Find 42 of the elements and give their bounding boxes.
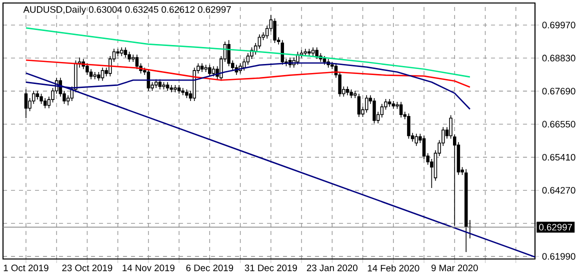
candlestick [128, 51, 131, 62]
candlestick [246, 52, 250, 66]
line-series [25, 27, 471, 78]
candlestick [273, 18, 276, 44]
y-tick-label: 0.67690 [542, 88, 576, 94]
candlestick [24, 89, 28, 118]
candlestick [414, 133, 418, 146]
x-tick-label: 1 Oct 2019 [4, 264, 48, 272]
candlestick [407, 113, 410, 140]
y-tick-label: 0.65410 [542, 154, 576, 161]
x-tick-label: 14 Nov 2019 [122, 264, 174, 272]
candlestick [43, 98, 47, 109]
candlestick [357, 93, 361, 118]
candlestick [258, 34, 262, 50]
candlestick [227, 40, 230, 67]
y-tick-label: 0.69970 [542, 22, 576, 28]
candlestick [124, 46, 128, 58]
candlestick [364, 94, 368, 113]
x-tick-label: 23 Oct 2019 [62, 264, 112, 272]
y-tick-label: 0.66550 [542, 120, 576, 128]
candlestick [89, 68, 93, 80]
x-tick-label: 31 Dec 2019 [244, 264, 297, 272]
x-tick-label: 14 Feb 2020 [368, 264, 420, 272]
candlestick [135, 54, 139, 70]
y-tick-label: 0.64270 [542, 187, 576, 194]
candlestick [86, 62, 89, 76]
candlestick [208, 64, 212, 77]
x-tick-label: 6 Dec 2019 [186, 264, 234, 272]
ref-line-label: 0.62997 [539, 224, 572, 230]
candlestick [399, 101, 403, 118]
x-tick-label: 23 Jan 2020 [306, 264, 358, 272]
candlestick [32, 90, 36, 104]
candlestick [100, 67, 104, 82]
y-tick-label: 0.68830 [542, 54, 576, 62]
y-tick-label: 0.61990 [542, 253, 576, 260]
candlestick [372, 98, 376, 124]
chart-title: AUDUSD,Daily 0.63004 0.63245 0.62612 0.62997 [23, 6, 231, 15]
candlestick [422, 135, 426, 160]
candlestick [212, 66, 216, 77]
candlestick [380, 103, 384, 118]
x-tick-label: 9 Mar 2020 [431, 264, 478, 272]
candlestick [40, 93, 43, 104]
